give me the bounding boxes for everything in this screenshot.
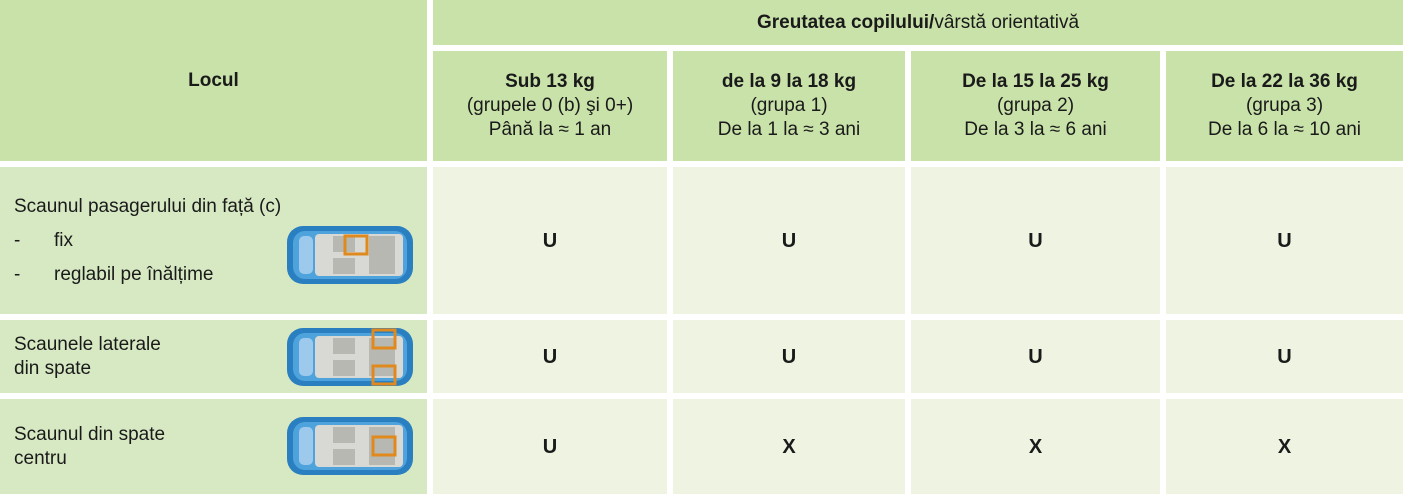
label-line: Scaunul pasagerului din față (c): [14, 195, 282, 217]
cell-value: U: [1166, 320, 1403, 393]
cell-value: X: [911, 399, 1160, 494]
column-group: (grupa 3): [1245, 95, 1324, 116]
column-header: de la 9 la 18 kg (grupa 1) De la 1 la ≈ 3 …: [673, 51, 905, 161]
item-text: fix: [54, 229, 73, 251]
label-line: Scaunele laterale: [14, 333, 161, 355]
column-header: Sub 13 kg (grupele 0 (b) şi 0+) Până la ≈ …: [433, 51, 667, 161]
column-header: De la 15 la 25 kg (grupa 2) De la 3 la ≈ 6…: [911, 51, 1160, 161]
cell-value: X: [673, 399, 905, 494]
car: [285, 222, 415, 295]
cell-value: U: [673, 320, 905, 393]
row-label-text: Scaunul din spate centru: [14, 423, 165, 471]
column-title: de la 9 la 18 kg: [721, 71, 857, 92]
cell-value: U: [433, 399, 667, 494]
row-label: Scaunul pasagerului din față (c) - fix - reg…: [0, 167, 427, 314]
corner-header: Locul: [0, 0, 427, 161]
column-age: De la 1 la ≈ 3 ani: [717, 119, 861, 140]
label-line: din spate: [14, 357, 92, 379]
row-label: Scaunul din spate centru: [0, 399, 427, 494]
cell-value: U: [911, 167, 1160, 314]
row-label: Scaunele laterale din spate: [0, 320, 427, 393]
car: [285, 413, 415, 486]
cell-value: U: [911, 320, 1160, 393]
row-label-text: Scaunul pasagerului din față (c): [14, 195, 281, 219]
group-header: Greutatea copilului/vârstă orientativă: [433, 0, 1403, 45]
label-item: - reglabil pe înălțime: [14, 263, 213, 287]
car-icon: [287, 328, 413, 386]
group-rest: vârstă orientativă: [934, 11, 1080, 33]
column-group: (grupa 2): [996, 95, 1075, 116]
cell-value: U: [433, 167, 667, 314]
group-bold: Greutatea copilului/: [756, 11, 935, 33]
label-line: centru: [14, 447, 67, 469]
column-age: De la 3 la ≈ 6 ani: [964, 119, 1107, 140]
item-dash: -: [14, 229, 21, 251]
car: [285, 324, 415, 397]
label-line: Scaunul din spate: [14, 423, 166, 445]
car-icon: [287, 226, 413, 284]
item-text: reglabil pe înălțime: [54, 263, 214, 285]
column-header: De la 22 la 36 kg (grupa 3) De la 6 la ≈ 1…: [1166, 51, 1403, 161]
column-age: De la 6 la ≈ 10 ani: [1207, 119, 1362, 140]
cell-value: U: [673, 167, 905, 314]
column-title: De la 15 la 25 kg: [962, 71, 1109, 92]
item-dash: -: [14, 263, 21, 285]
cell-value: U: [1166, 167, 1403, 314]
column-group: (grupa 1): [750, 95, 828, 116]
car-icon: [287, 417, 413, 475]
column-group: (grupele 0 (b) şi 0+): [466, 95, 634, 116]
column-age: Până la ≈ 1 an: [488, 119, 612, 140]
cell-value: X: [1166, 399, 1403, 494]
column-title: De la 22 la 36 kg: [1211, 71, 1358, 92]
label-item: - fix: [14, 229, 73, 253]
row-label-text: Scaunele laterale din spate: [14, 333, 161, 381]
cell-value: U: [433, 320, 667, 393]
column-title: Sub 13 kg: [505, 71, 595, 92]
